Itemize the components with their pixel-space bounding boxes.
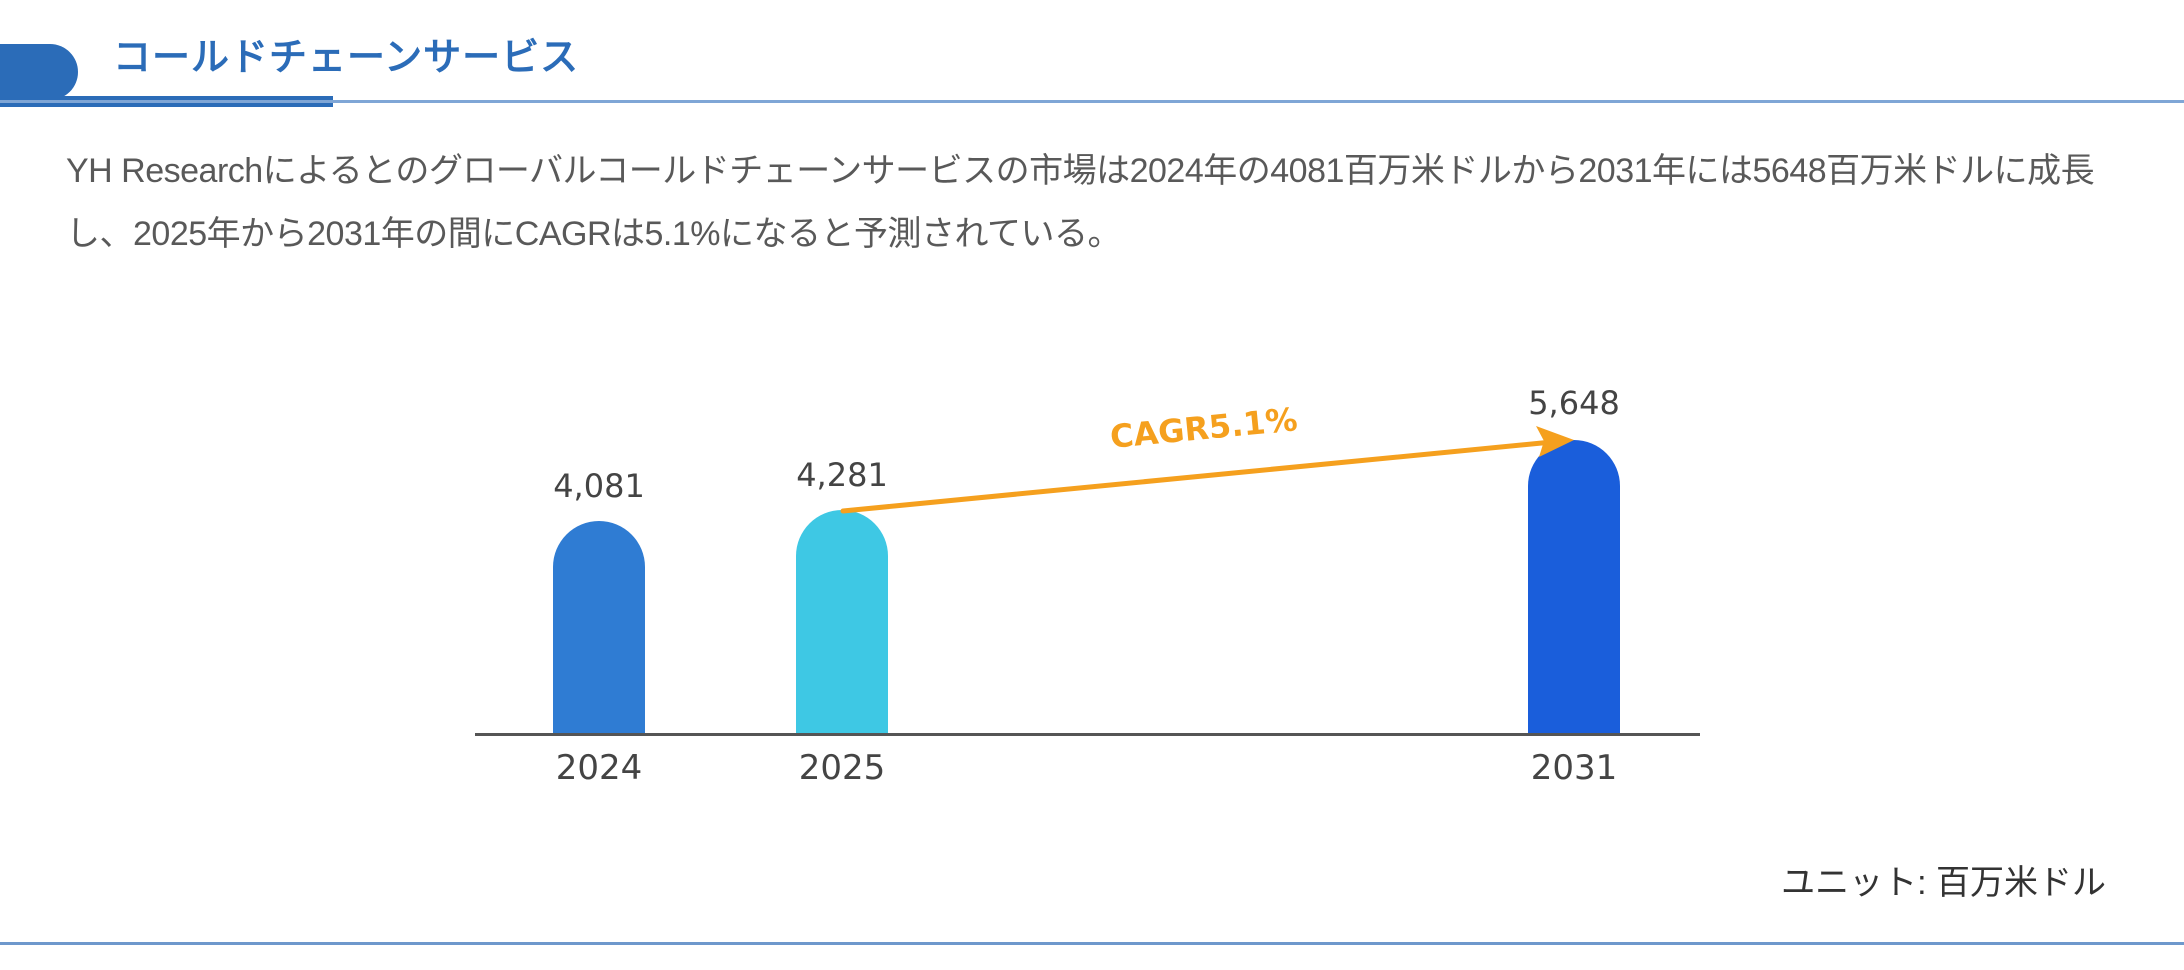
bar-value-label-2031: 5,648 — [1528, 384, 1620, 422]
x-axis-label-2025: 2025 — [798, 748, 886, 788]
unit-label: ユニット: 百万米ドル — [1781, 864, 2106, 902]
section-header-tab — [0, 44, 78, 100]
cagr-label: CAGR5.1% — [1108, 400, 1300, 456]
bar-value-label-2024: 4,081 — [553, 467, 645, 505]
x-axis-line — [475, 733, 1700, 736]
section-footer-divider — [0, 942, 2184, 945]
section-title: コールドチェーンサービス — [113, 37, 580, 79]
market-summary-text: YH Researchによるとのグローバルコールドチェーンサービスの市場は202… — [66, 152, 2095, 253]
bar-2031 — [1528, 440, 1620, 734]
bar-2024 — [553, 521, 645, 734]
x-axis-label-2031: 2031 — [1530, 748, 1618, 788]
section-header-divider — [0, 100, 2184, 103]
bar-value-label-2025: 4,281 — [796, 456, 888, 494]
bar-2025 — [796, 510, 888, 734]
x-axis-label-2024: 2024 — [555, 748, 643, 788]
